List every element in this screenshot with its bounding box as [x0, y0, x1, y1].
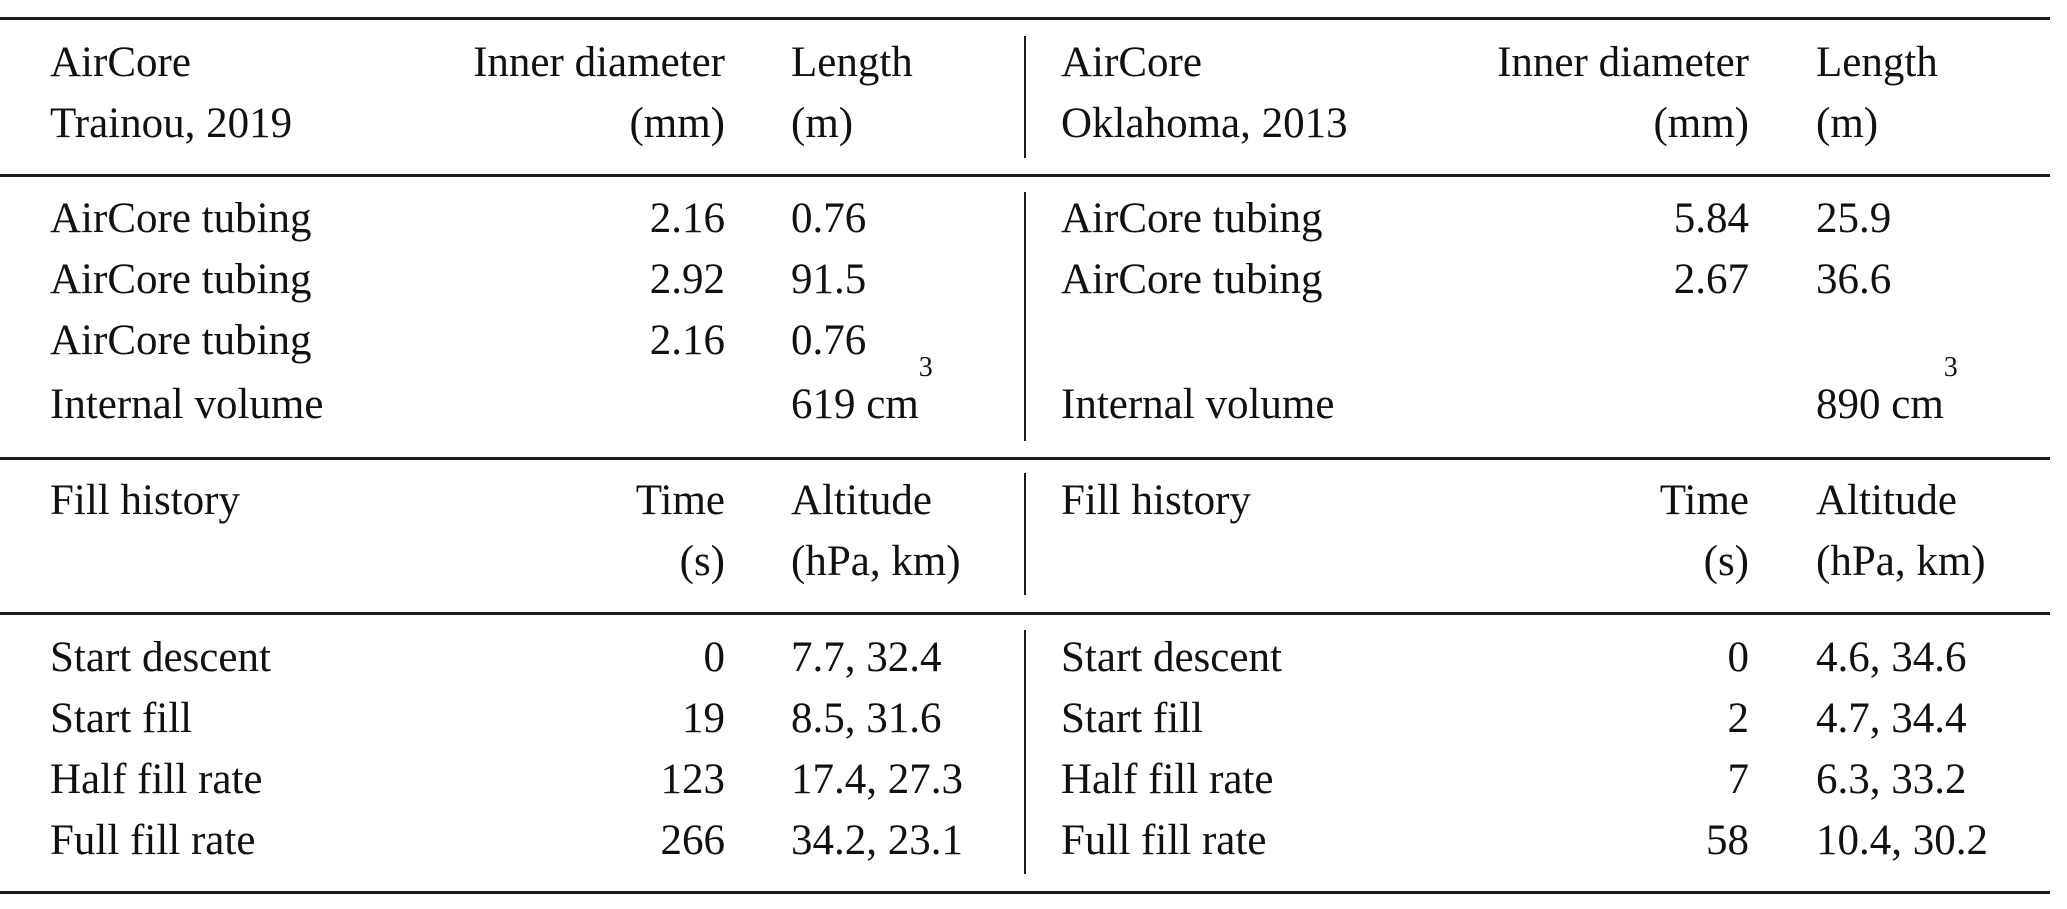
- table-row-length: 36.6: [1816, 256, 1892, 303]
- table-row-label: AirCore tubing: [1061, 256, 1323, 303]
- internal-volume-exponent: 3: [1943, 352, 1958, 383]
- right-header-diameter: Inner diameter: [1497, 39, 1749, 86]
- internal-volume-exponent: 3: [918, 352, 933, 383]
- internal-volume-label: Internal volume: [50, 381, 324, 428]
- table-row-altitude: 34.2, 23.1: [791, 817, 963, 864]
- table-row-label: AirCore tubing: [50, 317, 312, 364]
- fill-time-unit: (s): [1703, 538, 1749, 585]
- table-row-time: 123: [660, 756, 726, 803]
- column-divider: [1024, 36, 1026, 158]
- table-row-altitude: 4.6, 34.6: [1816, 634, 1967, 681]
- table-row-diameter: 2.16: [649, 317, 725, 364]
- table-row-diameter: 2.67: [1673, 256, 1749, 303]
- right-header-title: AirCore: [1061, 39, 1202, 86]
- fill-history-heading: Fill history: [1061, 477, 1251, 524]
- table-row-length: 0.76: [791, 195, 867, 242]
- table-row-altitude: 8.5, 31.6: [791, 695, 942, 742]
- table-row-length: 25.9: [1816, 195, 1892, 242]
- table-row-length: 91.5: [791, 256, 867, 303]
- column-divider: [1024, 192, 1026, 441]
- left-header-diameter: Inner diameter: [473, 39, 725, 86]
- fill-history-heading: Fill history: [50, 477, 240, 524]
- left-header-title: AirCore: [50, 39, 191, 86]
- fill-time-heading: Time: [635, 477, 725, 524]
- internal-volume-number: 619 cm: [791, 381, 919, 428]
- fill-time-unit: (s): [679, 538, 725, 585]
- table-row-label: AirCore tubing: [50, 195, 312, 242]
- left-header-subtitle: Trainou, 2019: [50, 100, 293, 147]
- table-row-diameter: 2.16: [649, 195, 725, 242]
- table-row-label: Start fill: [50, 695, 193, 742]
- table-row-label: Full fill rate: [1061, 817, 1267, 864]
- table-row-altitude: 4.7, 34.4: [1816, 695, 1967, 742]
- right-header-diameter-unit: (mm): [1653, 100, 1749, 147]
- left-header-length-unit: (m): [791, 100, 854, 147]
- internal-volume-value: 890 cm3: [1816, 354, 1958, 435]
- internal-volume-value: 619 cm3: [791, 354, 933, 435]
- table-row-length: 0.76: [791, 317, 867, 364]
- internal-volume-label: Internal volume: [1061, 381, 1335, 428]
- table-row-time: 58: [1706, 817, 1749, 864]
- internal-volume-number: 890 cm: [1816, 381, 1944, 428]
- table-row-altitude: 6.3, 33.2: [1816, 756, 1967, 803]
- table-row-time: 0: [1727, 634, 1750, 681]
- table-row-label: Full fill rate: [50, 817, 256, 864]
- bottom-rule: [0, 891, 2050, 894]
- table-row-label: Half fill rate: [50, 756, 263, 803]
- table-row-altitude: 17.4, 27.3: [791, 756, 963, 803]
- fill-altitude-heading: Altitude: [1816, 477, 1957, 524]
- table-row-time: 7: [1727, 756, 1750, 803]
- column-divider: [1024, 473, 1026, 595]
- table-row-time: 19: [682, 695, 725, 742]
- table-row-time: 266: [660, 817, 726, 864]
- fill-altitude-heading: Altitude: [791, 477, 932, 524]
- table-row-altitude: 10.4, 30.2: [1816, 817, 1988, 864]
- fill-altitude-unit: (hPa, km): [1816, 538, 1986, 585]
- right-header-length-unit: (m): [1816, 100, 1879, 147]
- table-row-label: AirCore tubing: [50, 256, 312, 303]
- table-row-diameter: 2.92: [649, 256, 725, 303]
- fill-altitude-unit: (hPa, km): [791, 538, 961, 585]
- table-row-label: Start descent: [50, 634, 271, 681]
- left-header-diameter-unit: (mm): [629, 100, 725, 147]
- fill-time-heading: Time: [1659, 477, 1749, 524]
- table-row-diameter: 5.84: [1673, 195, 1749, 242]
- table-row-altitude: 7.7, 32.4: [791, 634, 942, 681]
- header-rule: [0, 174, 2050, 177]
- right-header-subtitle: Oklahoma, 2013: [1061, 100, 1348, 147]
- top-rule: [0, 17, 2050, 20]
- table-row-label: AirCore tubing: [1061, 195, 1323, 242]
- column-divider: [1024, 630, 1026, 874]
- left-header-length: Length: [791, 39, 913, 86]
- right-header-length: Length: [1816, 39, 1938, 86]
- volume-rule: [0, 457, 2050, 460]
- table-row-label: Half fill rate: [1061, 756, 1274, 803]
- table-row-time: 2: [1727, 695, 1750, 742]
- table-row-label: Start fill: [1061, 695, 1204, 742]
- table-row-label: Start descent: [1061, 634, 1282, 681]
- fill-header-rule: [0, 612, 2050, 615]
- table-row-time: 0: [703, 634, 726, 681]
